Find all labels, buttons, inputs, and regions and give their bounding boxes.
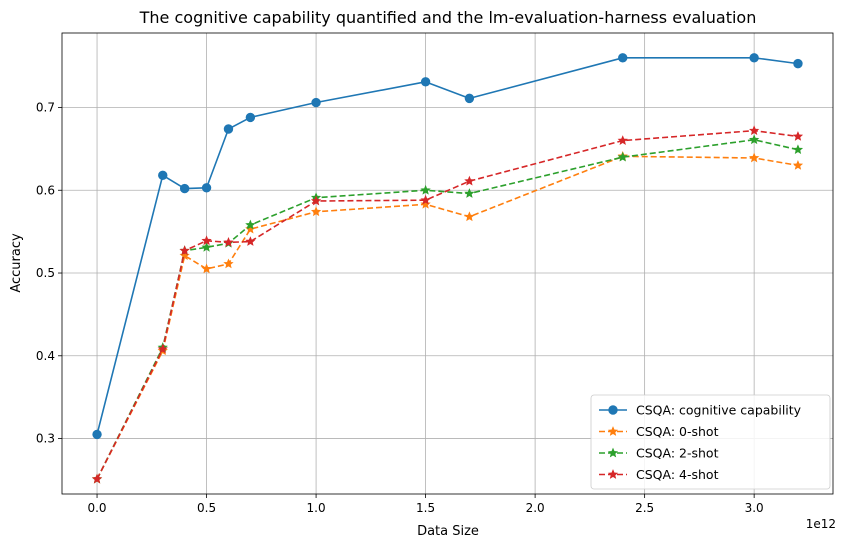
data-point xyxy=(464,211,475,222)
data-point xyxy=(793,58,803,69)
legend-marker xyxy=(607,426,619,436)
data-point xyxy=(792,131,804,141)
y-axis-label: Accuracy xyxy=(9,233,24,293)
legend-entry: CSQA: cognitive capability xyxy=(599,403,802,418)
legend-entry: CSQA: 0-shot xyxy=(599,424,719,439)
series-1 xyxy=(92,53,803,440)
data-point xyxy=(420,194,431,205)
x-tick-label: 1.5 xyxy=(416,501,435,515)
data-point xyxy=(245,219,256,230)
x-axis-offset-label: 1e12 xyxy=(806,517,836,531)
x-tick-label: 1.0 xyxy=(307,501,326,515)
data-point xyxy=(157,343,168,354)
data-point xyxy=(179,245,190,256)
x-tick-label: 3.0 xyxy=(745,501,764,515)
data-point xyxy=(749,134,760,145)
data-point xyxy=(420,198,431,209)
data-point xyxy=(201,183,212,193)
legend: CSQA: cognitive capability CSQA: 0-shot CS… xyxy=(590,394,831,490)
data-point xyxy=(201,263,212,274)
grid xyxy=(62,33,833,494)
x-axis-label: Data Size xyxy=(417,524,479,539)
legend-entry: CSQA: 4-shot xyxy=(599,467,719,482)
legend-marker xyxy=(607,469,619,479)
series-line xyxy=(96,129,799,480)
data-point xyxy=(311,97,321,108)
y-tick-label: 0.4 xyxy=(36,349,55,363)
legend-entry: CSQA: 2-shot xyxy=(599,446,719,461)
chart-title: The cognitive capability quantified and … xyxy=(139,8,757,27)
data-point xyxy=(92,429,102,440)
data-point xyxy=(749,125,760,136)
x-tick-label: 2.0 xyxy=(526,501,545,515)
data-point xyxy=(245,236,256,246)
data-point xyxy=(91,473,103,484)
data-point xyxy=(310,195,322,206)
data-point xyxy=(792,160,804,170)
data-point xyxy=(792,144,804,155)
data-point xyxy=(749,152,760,163)
data-point xyxy=(618,53,628,63)
legend-marker xyxy=(607,447,619,458)
series-4 xyxy=(91,125,804,484)
data-point xyxy=(420,77,431,87)
plot-frame xyxy=(61,32,834,495)
series-group xyxy=(91,53,804,484)
data-point xyxy=(310,206,322,217)
data-point xyxy=(201,241,212,252)
y-tick-label: 0.3 xyxy=(36,432,55,446)
data-point xyxy=(617,135,628,145)
y-tick-label: 0.6 xyxy=(36,183,55,197)
x-tick-label: 0.0 xyxy=(87,501,106,515)
data-point xyxy=(420,184,431,195)
data-point xyxy=(179,183,190,194)
data-point xyxy=(245,112,256,123)
legend-box xyxy=(590,394,831,490)
data-point xyxy=(617,151,628,162)
data-point xyxy=(158,170,168,181)
legend-label: CSQA: 0-shot xyxy=(636,424,719,439)
data-point xyxy=(749,53,759,63)
data-point xyxy=(223,237,234,247)
data-point xyxy=(223,258,234,269)
x-tick-label: 0.5 xyxy=(197,501,216,515)
data-point xyxy=(464,188,475,198)
y-tick-label: 0.7 xyxy=(36,100,55,114)
data-point xyxy=(201,235,212,246)
data-point xyxy=(464,175,475,186)
legend-label: CSQA: 4-shot xyxy=(636,467,719,482)
legend-label: CSQA: 2-shot xyxy=(636,446,719,461)
y-tick-label: 0.5 xyxy=(36,266,55,280)
legend-label: CSQA: cognitive capability xyxy=(636,403,802,418)
data-point xyxy=(464,93,475,104)
data-point xyxy=(223,124,234,134)
x-tick-label: 2.5 xyxy=(635,501,654,515)
legend-marker xyxy=(608,405,618,415)
axis-ticks: 0.0 0.5 1.0 1.5 2.0 2.5 3.0 0.3 0.4 0.5 0.6 0.7 xyxy=(36,100,764,515)
